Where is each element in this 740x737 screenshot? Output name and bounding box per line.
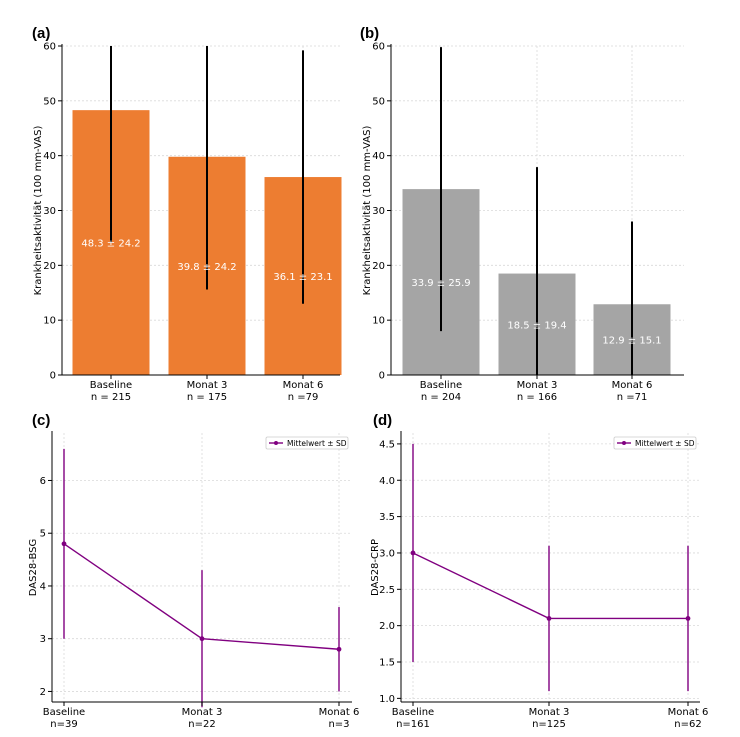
panel-a-ytick-label: 30: [43, 206, 56, 217]
panel-c-legend-box: [265, 436, 349, 450]
panel-b-bar-label-3: 12.9 ± 15.1: [602, 336, 661, 347]
panel-c-legend-marker: [274, 441, 278, 445]
panel-c-ytick-label: 2: [40, 687, 46, 698]
panel-b-xtick-sublabel: n = 204: [421, 392, 461, 403]
panel-d-point-1: [410, 550, 416, 556]
panel-b-ytick-label: 0: [379, 371, 385, 382]
panel-b-ytick-label: 20: [372, 261, 385, 272]
panel-a-bar-label-2: 39.8 ± 24.2: [177, 262, 236, 273]
panel-a-ytick-label: 20: [43, 261, 56, 272]
panel-c-ytick-label: 6: [40, 476, 46, 487]
panel-c-point-2: [199, 636, 205, 642]
panel-b-xtick-sublabel: n =71: [617, 392, 648, 403]
panel-b-ytick-label: 60: [372, 42, 385, 53]
panel-d-ytick-label: 4.5: [379, 439, 395, 450]
panel-c-xtick-sublabel: n=22: [188, 719, 215, 730]
panel-d-series-line: [412, 552, 688, 620]
panel-d-point-3: [685, 615, 691, 621]
panel-a-label: (a): [32, 25, 50, 42]
panel-a-ytick-label: 50: [43, 96, 56, 107]
panel-b-xtick-label: Monat 3: [517, 380, 558, 391]
panel-d-ytick-label: 2.0: [379, 621, 395, 632]
panel-b-ytick-label: 40: [372, 151, 385, 162]
panel-c-ytick-label: 4: [40, 581, 46, 592]
panel-d-ytick-label: 1.0: [379, 694, 395, 705]
panel-d-legend-label: Mittelwert ± SD: [635, 439, 695, 448]
panel-b-ytick-label: 10: [372, 316, 385, 327]
panel-c-xtick-label: Baseline: [43, 707, 85, 718]
panel-c-label: (c): [32, 412, 50, 429]
panel-b-label: (b): [360, 25, 379, 42]
panel-c-point-3: [336, 646, 342, 652]
panel-b-ylabel: Krankheitsaktivität (100 mm-VAS): [362, 126, 373, 296]
panel-d-xtick-label: Baseline: [392, 707, 434, 718]
panel-a-ytick-label: 40: [43, 151, 56, 162]
panel-d-xtick-label: Monat 6: [668, 707, 709, 718]
panel-d-ytick-label: 2.5: [379, 585, 395, 596]
panel-a-ytick-label: 0: [50, 371, 56, 382]
panel-c-ylabel: DAS28-BSG: [28, 539, 39, 596]
panel-c-point-1: [61, 541, 67, 547]
panel-d-xtick-label: Monat 3: [529, 707, 570, 718]
panel-b-xtick-label: Baseline: [420, 380, 462, 391]
panel-a-xtick-sublabel: n = 175: [187, 392, 227, 403]
panel-a-bar-label-3: 36.1 ± 23.1: [273, 272, 332, 283]
panel-a-ytick-label: 10: [43, 316, 56, 327]
panel-b-bar-label-2: 18.5 ± 19.4: [507, 320, 566, 331]
panel-b-xtick-label: Monat 6: [612, 380, 653, 391]
panel-d-label: (d): [373, 412, 392, 429]
panel-b-xtick-sublabel: n = 166: [517, 392, 557, 403]
panel-a-xtick-label: Monat 6: [283, 380, 324, 391]
panel-a-bar-label-1: 48.3 ± 24.2: [81, 239, 140, 250]
panel-c-xtick-label: Monat 6: [319, 707, 360, 718]
panel-a-xtick-label: Monat 3: [187, 380, 228, 391]
panel-d-ylabel: DAS28-CRP: [370, 539, 381, 596]
panel-b-ytick-label: 50: [372, 96, 385, 107]
panel-d-xtick-sublabel: n=125: [532, 719, 566, 730]
panel-d-legend-marker: [622, 441, 626, 445]
panel-a-xtick-sublabel: n = 215: [91, 392, 131, 403]
panel-c-xtick-sublabel: n=3: [328, 719, 349, 730]
panel-d-ytick-label: 3.0: [379, 548, 395, 559]
panel-d-xtick-sublabel: n=161: [396, 719, 430, 730]
panel-a-ylabel: Krankheitsaktivität (100 mm-VAS): [33, 126, 44, 296]
panel-a-ytick-label: 60: [43, 42, 56, 53]
panel-a-xtick-label: Baseline: [90, 380, 132, 391]
panel-c-legend-label: Mittelwert ± SD: [287, 439, 347, 448]
panel-d-ytick-label: 1.5: [379, 658, 395, 669]
panel-b-ytick-label: 30: [372, 206, 385, 217]
panel-d-xtick-sublabel: n=62: [674, 719, 701, 730]
panel-b-bar-label-1: 33.9 ± 25.9: [411, 278, 470, 289]
panel-c-ytick-label: 3: [40, 634, 46, 645]
panel-d-legend-box: [613, 436, 697, 450]
panel-d-point-2: [546, 615, 552, 621]
panel-c-xtick-sublabel: n=39: [50, 719, 77, 730]
panel-c-xtick-label: Monat 3: [182, 707, 223, 718]
panel-a-xtick-sublabel: n =79: [288, 392, 319, 403]
panel-d-ytick-label: 3.5: [379, 512, 395, 523]
panel-d-ytick-label: 4.0: [379, 476, 395, 487]
panel-c-ytick-label: 5: [40, 529, 46, 540]
